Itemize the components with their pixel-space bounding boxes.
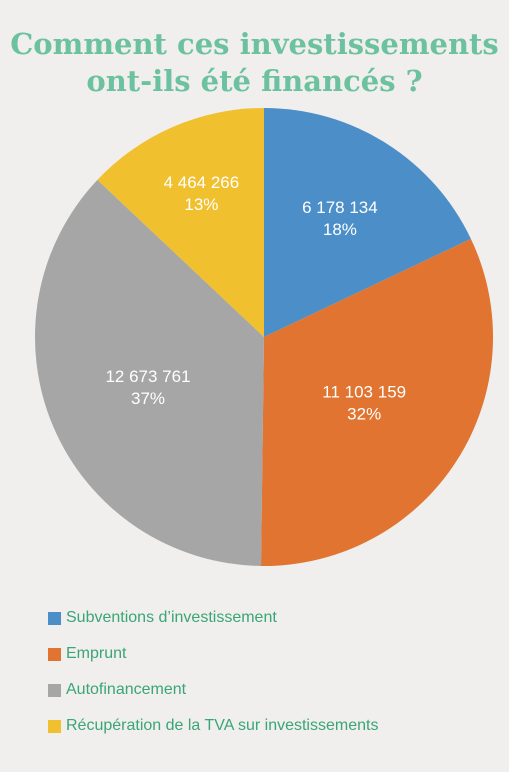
legend-item-emprunt: Emprunt [48, 636, 488, 672]
chart-title-line-2: ont-ils été financés ? [86, 64, 423, 98]
legend-item-tva: Récupération de la TVA sur investissemen… [48, 708, 488, 744]
legend-item-subventions: Subventions d’investissement [48, 600, 488, 636]
pie-slice-autofinancement [35, 179, 264, 566]
legend-swatch [48, 719, 61, 733]
legend-swatch [48, 647, 61, 661]
slice-percent-label-emprunt: 32% [347, 404, 381, 423]
chart-title: Comment ces investissements ont-ils été … [0, 26, 509, 100]
legend-label: Récupération de la TVA sur investissemen… [66, 717, 379, 734]
legend-swatch [48, 683, 61, 697]
slice-percent-label-subventions: 18% [323, 220, 357, 239]
legend-label: Subventions d’investissement [66, 609, 277, 626]
slice-value-label-tva: 4 464 266 [164, 173, 240, 192]
legend-label: Autofinancement [66, 681, 187, 698]
legend-item-autofinancement: Autofinancement [48, 672, 488, 708]
pie-slice-emprunt [261, 238, 494, 566]
pie-slice-tva [97, 108, 264, 337]
pie-chart: 6 178 134 18% 11 103 159 32% 12 673 761 37% 4 … [35, 108, 494, 566]
legend-swatch [48, 611, 61, 625]
slice-value-label-autofinancement: 12 673 761 [105, 367, 190, 386]
legend: Subventions d’investissement Emprunt Aut… [48, 600, 488, 744]
slice-percent-label-autofinancement: 37% [131, 389, 165, 408]
legend-label: Emprunt [66, 645, 127, 662]
pie-slice-subventions [264, 108, 471, 337]
slice-value-label-subventions: 6 178 134 [302, 198, 378, 217]
slice-value-label-emprunt: 11 103 159 [322, 382, 406, 401]
chart-title-line-1: Comment ces investissements [10, 27, 499, 61]
slice-percent-label-tva: 13% [184, 195, 218, 214]
